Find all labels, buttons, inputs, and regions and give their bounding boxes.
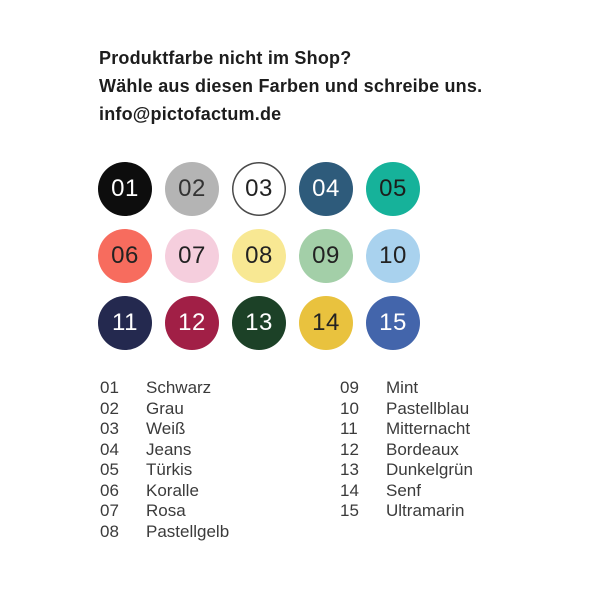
swatch-number: 03: [245, 175, 273, 202]
color-swatch-senf: 14: [299, 296, 353, 350]
legend-row: 03 Weiß: [100, 419, 229, 440]
legend-row: 12 Bordeaux: [340, 440, 473, 461]
swatch-number: 13: [245, 309, 273, 336]
color-swatch-pastellblau: 10: [366, 229, 420, 283]
legend-name: Bordeaux: [386, 439, 459, 459]
swatch-number: 07: [178, 242, 206, 269]
swatch-number: 10: [379, 242, 407, 269]
legend-name: Türkis: [146, 460, 193, 479]
color-swatch-weiss: 03: [232, 162, 286, 216]
legend-name: Pastellblau: [386, 398, 470, 418]
legend-row: 15 Ultramarin: [340, 501, 473, 522]
color-swatch-mint: 09: [299, 229, 353, 283]
legend-row: 13 Dunkelgrün: [340, 460, 473, 481]
legend-name: Mint: [386, 378, 419, 397]
legend-number: 10: [340, 398, 359, 418]
swatch-number: 14: [312, 309, 340, 336]
legend-number: 06: [100, 480, 119, 500]
legend-row: 11 Mitternacht: [340, 419, 473, 440]
legend-name: Mitternacht: [386, 419, 471, 438]
color-swatch-grau: 02: [165, 162, 219, 216]
color-swatch-rosa: 07: [165, 229, 219, 283]
swatch-number: 09: [312, 242, 340, 269]
legend-column-left: 01 Schwarz 02 Grau 03 Weiß 04 Jeans 05 Türkis…: [100, 378, 229, 542]
swatch-number: 02: [178, 175, 206, 202]
header-line-instruction: Wähle aus diesen Farben und schreibe uns…: [99, 76, 483, 96]
legend-row: 07 Rosa: [100, 501, 229, 522]
swatch-number: 04: [312, 175, 340, 202]
legend-row: 14 Senf: [340, 481, 473, 502]
legend-number: 01: [100, 378, 119, 397]
legend-number: 14: [340, 480, 359, 500]
color-swatch-ultramarin: 15: [366, 296, 420, 350]
legend-name: Senf: [386, 480, 421, 500]
legend-row: 08 Pastellgelb: [100, 522, 229, 543]
color-swatch-pastellgelb: 08: [232, 229, 286, 283]
swatch-number: 06: [111, 242, 139, 269]
legend-row: 05 Türkis: [100, 460, 229, 481]
legend-row: 01 Schwarz: [100, 378, 229, 399]
legend-number: 11: [340, 419, 358, 438]
header-text-block: Produktfarbe nicht im Shop? Wähle aus di…: [99, 44, 482, 128]
contact-email: info@pictofactum.de: [99, 104, 282, 124]
legend-name: Dunkelgrün: [386, 460, 473, 479]
legend-name: Rosa: [146, 501, 186, 520]
color-swatch-jeans: 04: [299, 162, 353, 216]
legend-number: 09: [340, 378, 359, 397]
legend-row: 09 Mint: [340, 378, 473, 399]
swatch-number: 15: [379, 309, 407, 336]
legend-number: 07: [100, 501, 119, 520]
legend-name: Ultramarin: [386, 501, 465, 520]
swatch-number: 11: [112, 309, 138, 336]
legend-column-right: 09 Mint 10 Pastellblau 11 Mitternacht 12 Bor…: [340, 378, 473, 522]
swatch-number: 08: [245, 242, 273, 269]
legend-name: Pastellgelb: [146, 521, 230, 541]
legend-number: 12: [340, 439, 359, 459]
color-swatch-koralle: 06: [98, 229, 152, 283]
swatch-number: 05: [379, 175, 407, 202]
legend-name: Grau: [146, 398, 184, 418]
legend-number: 03: [100, 419, 119, 438]
color-swatch-dunkelgruen: 13: [232, 296, 286, 350]
legend-name: Koralle: [146, 480, 199, 500]
legend-row: 04 Jeans: [100, 440, 229, 461]
header-line-question: Produktfarbe nicht im Shop?: [99, 48, 352, 68]
legend-number: 15: [340, 501, 359, 520]
color-swatch-mitternacht: 11: [98, 296, 152, 350]
color-swatch-schwarz: 01: [98, 162, 152, 216]
legend-number: 04: [100, 439, 119, 459]
legend-name: Schwarz: [146, 378, 212, 397]
legend-number: 13: [340, 460, 359, 479]
legend-number: 02: [100, 398, 119, 418]
swatch-number: 01: [111, 175, 139, 202]
color-swatch-tuerkis: 05: [366, 162, 420, 216]
legend-row: 06 Koralle: [100, 481, 229, 502]
color-swatch-grid: 01 02 03 04 05 06 07 08 09 10 11 12 13 1…: [98, 162, 420, 350]
legend-number: 08: [100, 521, 119, 541]
color-swatch-bordeaux: 12: [165, 296, 219, 350]
legend-row: 10 Pastellblau: [340, 399, 473, 420]
legend-number: 05: [100, 460, 119, 479]
legend-name: Jeans: [146, 439, 192, 459]
swatch-number: 12: [178, 309, 206, 336]
legend-name: Weiß: [146, 419, 186, 438]
legend-row: 02 Grau: [100, 399, 229, 420]
